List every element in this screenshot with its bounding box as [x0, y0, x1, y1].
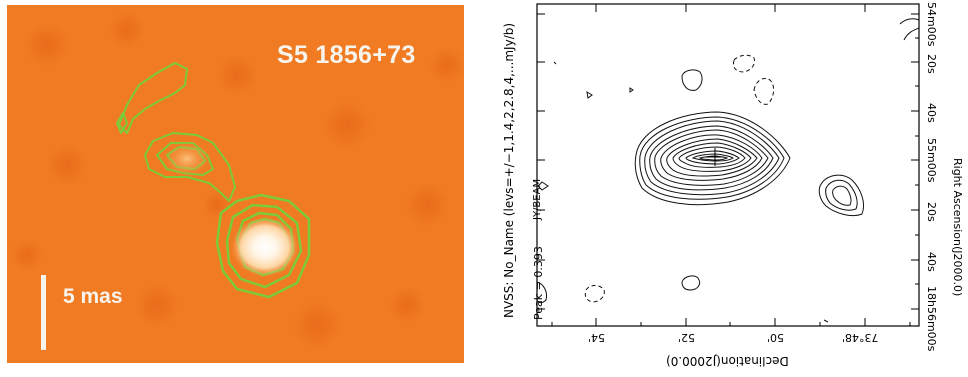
scale-bar-label: 5 mas: [63, 285, 123, 308]
x-tick-label: 50': [767, 331, 785, 344]
y-tick-label: 20s: [925, 54, 938, 74]
peak-label: Peak = 0.393: [532, 246, 545, 320]
x-tick-label: 73°48': [842, 331, 879, 344]
noise-contours-positive: [536, 18, 920, 323]
core-component: [231, 217, 299, 277]
x-tick-label: 54': [588, 331, 606, 344]
y-tick-label: 55m00s: [925, 138, 938, 183]
y-tick-label: 18h56m00s: [925, 286, 938, 352]
vlbi-image-panel: S5 1856+73 5 mas: [7, 5, 464, 363]
main-source-contours: [634, 111, 791, 206]
scale-bar: [41, 275, 46, 350]
x-axis-ticks: [551, 4, 911, 326]
source-name-label: S5 1856+73: [277, 41, 416, 69]
x-axis-title: Declination(J2000.0): [666, 354, 789, 368]
vlbi-color-map: [7, 5, 464, 363]
y-tick-label: 54m00s: [925, 2, 938, 47]
jet-knot: [163, 141, 211, 177]
y-tick-label: 40s: [925, 252, 938, 272]
noise-contours-negative: [584, 54, 775, 303]
contour-plot: [536, 3, 920, 327]
plot-frame: [536, 3, 920, 327]
y-tick-label: 20s: [925, 202, 938, 222]
beam-units-label: JY/BEAM: [532, 178, 543, 220]
y-axis-ticks: [537, 13, 919, 310]
nvss-contour-panel: NVSS: No_Name (levs=+/−1,1.4,2,2.8,4,...…: [490, 0, 968, 377]
secondary-source-contours: [818, 174, 865, 217]
noise-texture: [11, 12, 464, 349]
y-tick-label: 40s: [925, 103, 938, 123]
x-tick-label: 52': [678, 331, 696, 344]
contour-levels-label: NVSS: No_Name (levs=+/−1,1.4,2,2.8,4,...…: [502, 22, 516, 318]
peak-marker: [706, 148, 724, 166]
y-axis-title: Right Ascension(J2000.0): [951, 158, 964, 297]
